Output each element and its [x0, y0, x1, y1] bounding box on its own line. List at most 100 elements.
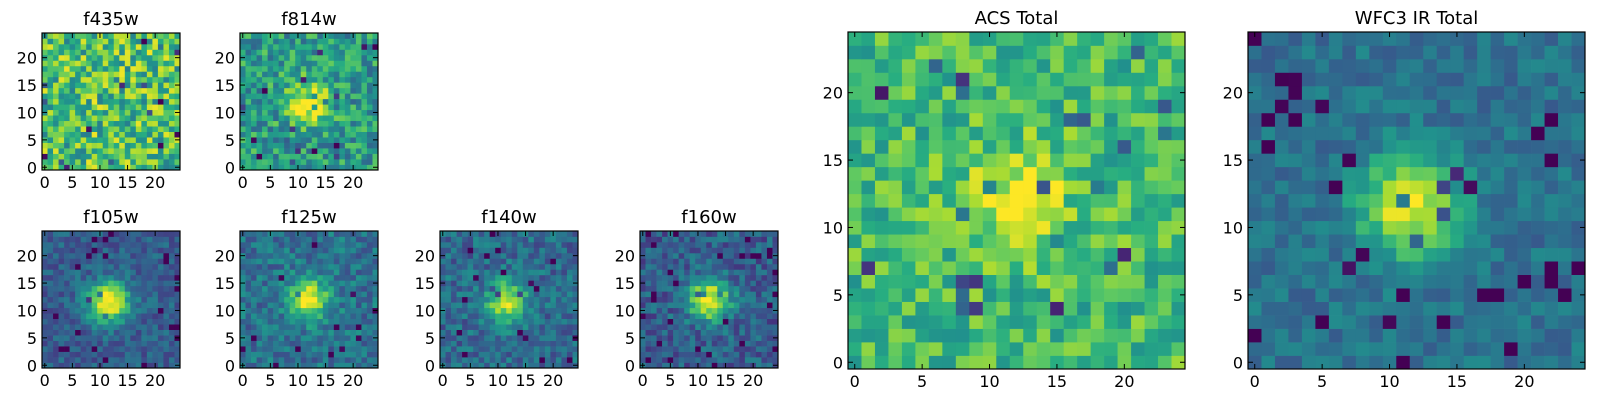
- heatmap-pixel: [240, 159, 246, 165]
- heatmap-pixel: [1396, 315, 1411, 329]
- heatmap-pixel: [289, 346, 296, 352]
- heatmap-pixel: [113, 65, 120, 72]
- heatmap-pixel: [372, 302, 379, 309]
- heatmap-pixel: [124, 274, 131, 281]
- heatmap-pixel: [168, 54, 175, 61]
- heatmap-pixel: [1144, 166, 1159, 181]
- heatmap-pixel: [544, 231, 551, 237]
- heatmap-pixel: [141, 137, 148, 143]
- heatmap-pixel: [640, 357, 646, 363]
- heatmap-pixel: [500, 357, 507, 363]
- heatmap-pixel: [1090, 193, 1105, 208]
- heatmap-pixel: [955, 85, 970, 100]
- heatmap-pixel: [80, 236, 87, 243]
- heatmap-pixel: [146, 269, 153, 276]
- heatmap-pixel: [306, 296, 313, 303]
- heatmap-pixel: [256, 269, 263, 276]
- heatmap-pixel: [1369, 220, 1384, 235]
- heatmap-pixel: [942, 342, 957, 356]
- heatmap-pixel: [58, 291, 65, 298]
- heatmap-pixel: [119, 109, 126, 116]
- heatmap-pixel: [113, 335, 120, 341]
- heatmap-pixel: [733, 335, 740, 341]
- heatmap-pixel: [350, 291, 357, 298]
- heatmap-pixel: [566, 313, 573, 320]
- heatmap-pixel: [317, 76, 324, 83]
- heatmap-pixel: [572, 269, 579, 276]
- heatmap-pixel: [1450, 207, 1465, 222]
- heatmap-pixel: [300, 241, 307, 248]
- heatmap-pixel: [478, 362, 485, 369]
- heatmap-pixel: [262, 142, 268, 149]
- heatmap-pixel: [500, 340, 507, 347]
- heatmap-pixel: [361, 49, 368, 56]
- heatmap-pixel: [256, 159, 263, 165]
- heatmap-pixel: [119, 296, 126, 303]
- heatmap-pixel: [306, 351, 313, 358]
- heatmap-pixel: [102, 126, 109, 132]
- heatmap-pixel: [163, 126, 170, 132]
- heatmap-pixel: [555, 307, 562, 314]
- heatmap-pixel: [245, 324, 252, 330]
- heatmap-pixel: [328, 153, 335, 160]
- heatmap-pixel: [284, 159, 291, 165]
- heatmap-pixel: [700, 357, 707, 363]
- x-tick-label: 20: [343, 173, 363, 192]
- heatmap-pixel: [124, 340, 131, 347]
- heatmap-pixel: [240, 318, 246, 325]
- heatmap-pixel: [695, 318, 702, 325]
- heatmap-pixel: [328, 60, 335, 67]
- heatmap-pixel: [86, 302, 93, 309]
- heatmap-pixel: [1477, 193, 1491, 208]
- heatmap-pixel: [355, 142, 362, 149]
- heatmap-pixel: [53, 307, 59, 314]
- heatmap-pixel: [645, 241, 652, 248]
- heatmap-pixel: [289, 296, 296, 303]
- heatmap-pixel: [53, 357, 59, 363]
- heatmap-pixel: [344, 126, 351, 132]
- heatmap-pixel: [1490, 207, 1505, 222]
- heatmap-pixel: [355, 351, 362, 358]
- heatmap-pixel: [47, 252, 54, 259]
- heatmap-pixel: [522, 351, 529, 358]
- heatmap-pixel: [146, 49, 153, 56]
- heatmap-pixel: [240, 142, 246, 149]
- heatmap-pixel: [64, 142, 70, 149]
- heatmap-pixel: [667, 236, 674, 243]
- heatmap-pixel: [728, 351, 735, 358]
- heatmap-pixel: [645, 346, 652, 352]
- heatmap-pixel: [295, 142, 302, 149]
- heatmap-pixel: [47, 43, 54, 50]
- heatmap-pixel: [53, 98, 59, 105]
- heatmap-pixel: [372, 291, 379, 298]
- heatmap-pixel: [711, 351, 718, 358]
- heatmap-pixel: [651, 324, 657, 330]
- heatmap-pixel: [130, 231, 137, 237]
- heatmap-pixel: [695, 269, 702, 276]
- heatmap-pixel: [928, 126, 943, 141]
- heatmap-pixel: [311, 43, 318, 50]
- heatmap-pixel: [888, 45, 903, 60]
- heatmap-pixel: [273, 82, 279, 89]
- heatmap-pixel: [333, 104, 340, 111]
- heatmap-pixel: [645, 236, 652, 243]
- heatmap-pixel: [361, 302, 368, 309]
- heatmap-pixel: [1171, 220, 1186, 235]
- heatmap-pixel: [58, 236, 65, 243]
- heatmap-pixel: [667, 263, 674, 270]
- heatmap-pixel: [1090, 342, 1105, 356]
- heatmap-pixel: [53, 252, 59, 259]
- heatmap-pixel: [711, 335, 718, 341]
- heatmap-pixel: [350, 307, 357, 314]
- heatmap-pixel: [440, 313, 446, 320]
- heatmap-pixel: [484, 362, 491, 369]
- heatmap-pixel: [1328, 220, 1343, 235]
- heatmap-pixel: [344, 296, 351, 303]
- heatmap-pixel: [744, 351, 751, 358]
- heatmap-pixel: [267, 126, 274, 132]
- heatmap-pixel: [982, 207, 997, 222]
- heatmap-pixel: [662, 307, 668, 314]
- heatmap-pixel: [1504, 193, 1518, 208]
- heatmap-pixel: [141, 340, 148, 347]
